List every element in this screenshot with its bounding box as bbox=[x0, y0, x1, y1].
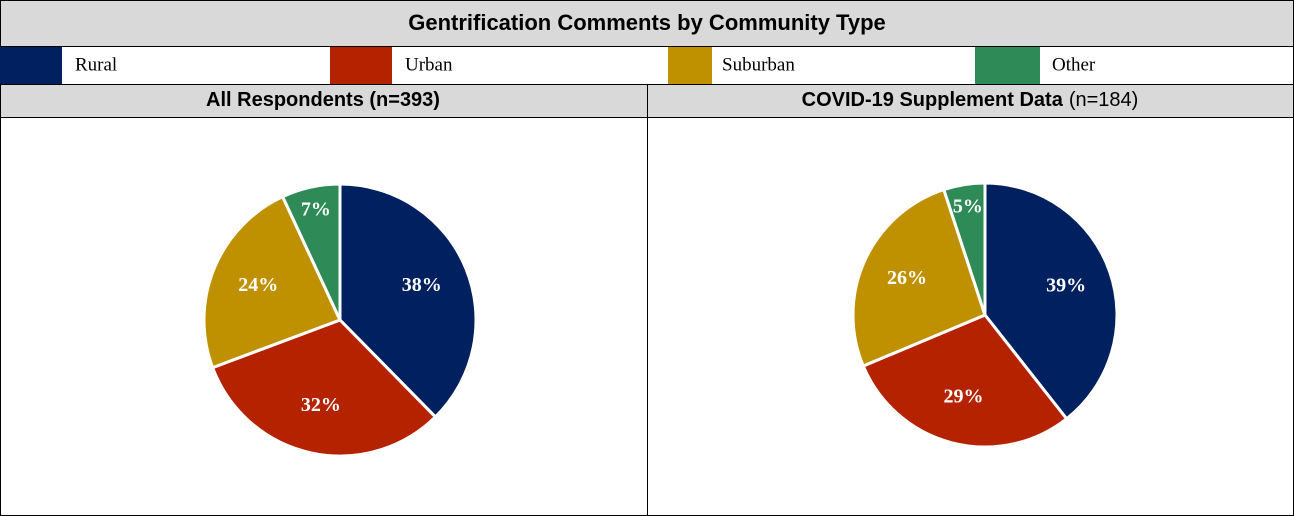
legend-swatch bbox=[0, 47, 62, 84]
chart-title: All Respondents (n=393) bbox=[206, 89, 440, 111]
legend-swatch bbox=[975, 47, 1040, 84]
chart-title-bold: All Respondents (n=393) bbox=[206, 89, 440, 111]
legend-label: Suburban bbox=[722, 54, 795, 75]
chart-title-bold: COVID-19 Supplement Data bbox=[802, 89, 1064, 111]
pie-slice bbox=[210, 318, 438, 458]
legend-label: Other bbox=[1052, 54, 1096, 75]
data-label: 7% bbox=[301, 199, 331, 221]
data-label: 38% bbox=[402, 274, 442, 296]
data-label: 24% bbox=[238, 274, 278, 296]
chart-title: COVID-19 Supplement Data (n=184) bbox=[802, 89, 1139, 111]
data-label: 39% bbox=[1046, 275, 1086, 297]
data-label: 5% bbox=[953, 196, 983, 218]
pie-slice bbox=[941, 181, 987, 316]
legend-label: Urban bbox=[405, 54, 453, 75]
legend-swatch bbox=[668, 47, 712, 84]
page-title: Gentrification Comments by Community Typ… bbox=[408, 10, 886, 35]
pie-slice bbox=[983, 181, 1119, 421]
pie-slice bbox=[202, 194, 343, 370]
chart-subtitle: (n=184) bbox=[1069, 89, 1139, 111]
data-label: 29% bbox=[943, 386, 983, 408]
pie-slice bbox=[861, 313, 1069, 449]
legend-label: Rural bbox=[75, 54, 117, 75]
data-label: 32% bbox=[301, 394, 341, 416]
legend-swatch bbox=[330, 47, 392, 84]
pie-slice bbox=[338, 182, 478, 420]
data-label: 26% bbox=[887, 267, 927, 289]
pie-slice bbox=[280, 182, 342, 321]
pie-slice bbox=[851, 187, 987, 368]
title-bg bbox=[0, 0, 1294, 46]
